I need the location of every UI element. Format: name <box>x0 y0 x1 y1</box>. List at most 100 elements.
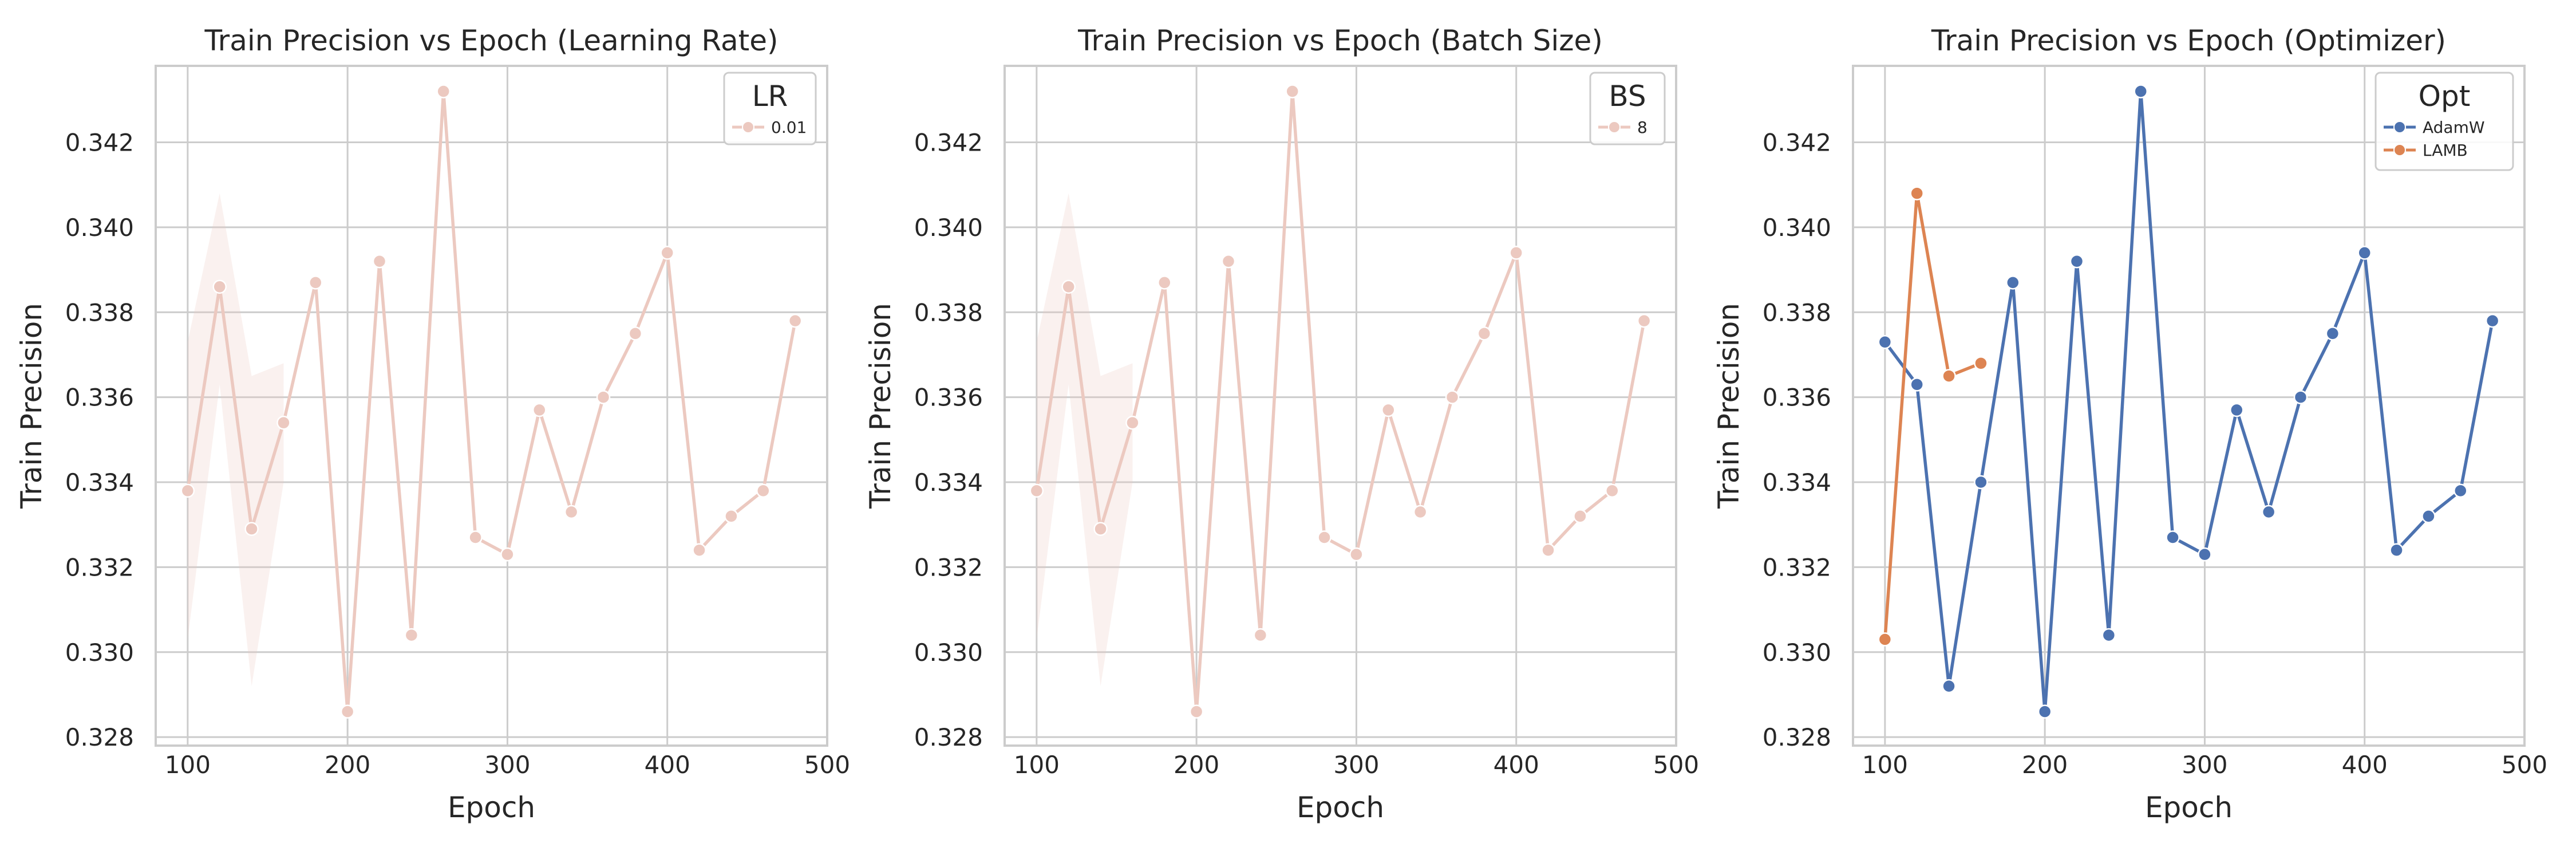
data-point <box>2101 628 2116 643</box>
data-point <box>1157 275 1172 290</box>
data-point <box>1637 313 1652 328</box>
data-point <box>436 84 451 98</box>
plot-area <box>180 84 803 719</box>
data-point <box>1061 279 1076 294</box>
data-point <box>1189 704 1204 719</box>
y-tick-label: 0.338 <box>65 298 134 326</box>
data-point <box>244 522 259 536</box>
data-point <box>2230 403 2244 417</box>
data-point <box>1942 679 1956 693</box>
data-point <box>2357 246 2372 260</box>
legend-title: BS <box>1609 80 1646 113</box>
plot-frame <box>1003 65 1677 747</box>
data-point <box>309 275 323 290</box>
y-tick-label: 0.328 <box>1763 723 1831 751</box>
grid <box>1005 66 1677 746</box>
y-tick-label: 0.342 <box>914 129 983 157</box>
data-point <box>1029 483 1044 498</box>
y-tick-label: 0.334 <box>65 468 134 497</box>
data-point <box>212 279 227 294</box>
data-point <box>756 483 771 498</box>
data-point <box>724 509 738 523</box>
data-point <box>2037 704 2052 719</box>
legend-marker <box>2393 121 2406 133</box>
data-point <box>2006 275 2020 290</box>
series-line <box>1883 89 2494 714</box>
data-point <box>788 313 803 328</box>
legend-marker <box>1608 121 1621 133</box>
y-tick-label: 0.340 <box>65 214 134 242</box>
data-point <box>1942 369 1956 383</box>
legend-label: LAMB <box>2423 141 2468 160</box>
x-tick-label: 300 <box>1333 751 1379 779</box>
data-point <box>2069 254 2084 269</box>
chart-title: Train Precision vs Epoch (Batch Size) <box>1077 24 1603 57</box>
legend-marker <box>742 121 754 133</box>
data-point <box>340 704 355 719</box>
grid <box>1853 66 2526 746</box>
data-point <box>1910 186 1924 200</box>
data-point <box>2389 543 2404 557</box>
y-tick-label: 0.330 <box>65 639 134 667</box>
confidence-band <box>1036 193 1133 687</box>
data-point <box>660 246 674 260</box>
data-point <box>596 390 611 404</box>
y-axis-label: Train Precision <box>15 303 48 509</box>
chart-panel-learning-rate: Train Precision vs Epoch (Learning Rate)… <box>15 24 850 824</box>
x-axis-label: Epoch <box>1297 791 1384 824</box>
data-point <box>1573 509 1587 523</box>
y-tick-label: 0.332 <box>65 553 134 581</box>
x-tick-label: 200 <box>325 751 370 779</box>
data-point <box>1974 475 1988 490</box>
y-tick-label: 0.334 <box>1763 468 1831 497</box>
x-tick-label: 300 <box>2182 751 2227 779</box>
data-point <box>1878 334 1893 349</box>
data-point <box>2485 313 2500 328</box>
y-tick-label: 0.338 <box>914 298 983 326</box>
data-point <box>1317 530 1332 545</box>
y-tick-label: 0.342 <box>1763 129 1831 157</box>
data-point <box>692 543 706 557</box>
data-point <box>628 326 643 341</box>
legend-title: LR <box>752 80 788 113</box>
x-tick-label: 100 <box>165 751 211 779</box>
series-line <box>1883 191 1982 640</box>
data-point <box>1349 547 1364 562</box>
y-tick-label: 0.336 <box>65 384 134 412</box>
data-point <box>1477 326 1492 341</box>
y-tick-label: 0.338 <box>1763 298 1831 326</box>
legend-marker <box>2393 144 2406 156</box>
y-axis-label: Train Precision <box>1712 303 1745 509</box>
y-tick-label: 0.328 <box>914 723 983 751</box>
data-point <box>2293 390 2308 404</box>
x-tick-label: 300 <box>484 751 530 779</box>
legend-title: Opt <box>2419 80 2471 113</box>
data-point <box>372 254 387 269</box>
chart-title: Train Precision vs Epoch (Optimizer) <box>1931 24 2446 57</box>
y-tick-label: 0.336 <box>914 384 983 412</box>
data-point <box>1541 543 1555 557</box>
y-tick-label: 0.334 <box>914 468 983 497</box>
x-axis-label: Epoch <box>2145 791 2233 824</box>
x-tick-label: 200 <box>2022 751 2068 779</box>
chart-panel-optimizer: Train Precision vs Epoch (Optimizer) Epo… <box>1712 24 2547 824</box>
y-tick-label: 0.328 <box>65 723 134 751</box>
y-tick-label: 0.330 <box>914 639 983 667</box>
legend-label: 0.01 <box>771 118 807 137</box>
data-point <box>1878 632 1893 647</box>
series-line <box>186 89 797 714</box>
data-point <box>2421 509 2436 523</box>
data-point <box>532 403 547 417</box>
data-point <box>404 628 419 643</box>
data-point <box>1093 522 1108 536</box>
data-point <box>1974 356 1988 371</box>
data-point <box>2261 505 2276 519</box>
data-point <box>1285 84 1299 98</box>
y-tick-label: 0.332 <box>914 553 983 581</box>
data-point <box>500 547 515 562</box>
x-tick-label: 500 <box>2502 751 2547 779</box>
x-tick-label: 400 <box>645 751 690 779</box>
data-point <box>1910 377 1924 392</box>
data-point <box>1381 403 1396 417</box>
